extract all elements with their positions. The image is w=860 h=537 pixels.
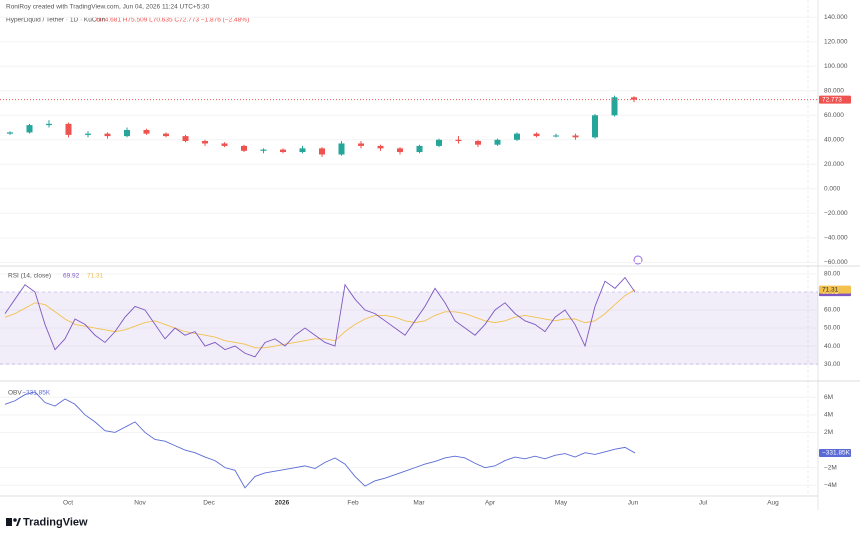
candle-body: [221, 143, 228, 146]
y-tick-label: 40.00: [824, 343, 841, 350]
legend-value: 71.31: [87, 273, 104, 280]
candle-body: [475, 141, 481, 145]
candle-body: [455, 139, 462, 142]
y-tick-label: 140.000: [824, 14, 848, 21]
y-tick-label: −4M: [824, 482, 837, 489]
candle-body: [241, 145, 247, 151]
value-tag-label: 72.773: [822, 96, 842, 103]
time-label: Jul: [699, 500, 708, 507]
y-tick-label: 20.000: [824, 161, 844, 168]
candle-body: [553, 135, 559, 137]
candle-body: [46, 123, 52, 126]
pane-title: RSI (14, close): [8, 273, 51, 280]
candle-body: [260, 149, 267, 151]
time-label: Oct: [63, 500, 73, 507]
y-tick-label: −40.000: [824, 235, 848, 242]
logo-mark: [13, 518, 17, 522]
y-tick-label: 80.00: [824, 271, 841, 278]
candle-body: [202, 141, 208, 144]
candle-body: [533, 133, 540, 137]
logo-mark: [6, 518, 12, 526]
y-tick-label: 60.000: [824, 112, 844, 119]
candle-body: [143, 129, 150, 134]
series-line: [4, 276, 636, 358]
series-line: [4, 391, 636, 489]
candle-body: [514, 133, 520, 140]
pane-title: OBV: [8, 390, 22, 397]
candle-body: [572, 135, 579, 138]
logo: TradingView: [6, 516, 88, 528]
credit: RoniRoy created with TradingView.com, Ju…: [6, 4, 210, 11]
candle-body: [436, 139, 442, 146]
time-label: May: [555, 500, 568, 507]
value-tag: [819, 285, 851, 294]
time-label: Feb: [347, 500, 359, 507]
y-tick-label: 4M: [824, 412, 833, 419]
candle-body: [104, 133, 111, 137]
y-tick-label: −2M: [824, 464, 837, 471]
candle-body: [319, 148, 325, 155]
value-tag-label: −331.85K: [822, 450, 851, 457]
candle-body: [65, 123, 72, 135]
y-tick-label: −60.000: [824, 259, 848, 266]
y-tick-label: 40.000: [824, 137, 844, 144]
y-tick-label: 2M: [824, 429, 833, 436]
time-label: Dec: [203, 500, 215, 507]
candle-body: [631, 97, 637, 100]
candle-body: [416, 145, 423, 153]
candle-body: [182, 136, 189, 142]
legend-value: 69.92: [63, 273, 80, 280]
y-tick-label: 120.000: [824, 38, 848, 45]
candle-body: [397, 148, 403, 153]
y-tick-label: 0.000: [824, 186, 841, 193]
candle-body: [85, 133, 91, 135]
candle-body: [163, 133, 169, 137]
candle-body: [338, 143, 345, 155]
y-tick-label: 60.00: [824, 307, 841, 314]
band: [0, 291, 818, 365]
value-tag: [819, 448, 851, 457]
candle-body: [7, 132, 13, 134]
candle-body: [592, 115, 598, 138]
time-label: 2026: [275, 500, 290, 507]
candle-body: [124, 129, 130, 137]
y-tick-label: −20.000: [824, 210, 848, 217]
candle-body: [358, 143, 364, 146]
candle-body: [377, 145, 384, 149]
ohlc: O74.681 H75.509 L70.635 C72.773 −1.876 (…: [96, 17, 249, 24]
candle-body: [299, 148, 306, 153]
time-label: Mar: [413, 500, 425, 507]
time-label: Jun: [628, 500, 639, 507]
candle-body: [494, 139, 501, 145]
time-label: Nov: [134, 500, 146, 507]
candle-body: [611, 97, 618, 116]
logo-mark: [16, 518, 21, 526]
y-tick-label: 30.00: [824, 361, 841, 368]
time-label: Aug: [767, 500, 779, 507]
candle-body: [26, 125, 33, 133]
y-tick-label: 6M: [824, 394, 833, 401]
footer-brand: TradingView: [23, 516, 88, 528]
y-tick-label: 50.00: [824, 325, 841, 332]
time-label: Apr: [485, 500, 496, 507]
value-tag-label: 71.31: [822, 286, 839, 293]
y-tick-label: 80.000: [824, 87, 844, 94]
symbol: HyperLiquid / Tether · 1D · KuCoin: [6, 17, 106, 24]
value-tag: [819, 95, 851, 104]
candle-body: [280, 149, 286, 153]
y-tick-label: 100.000: [824, 63, 848, 70]
legend-value: −331.85K: [22, 390, 51, 397]
